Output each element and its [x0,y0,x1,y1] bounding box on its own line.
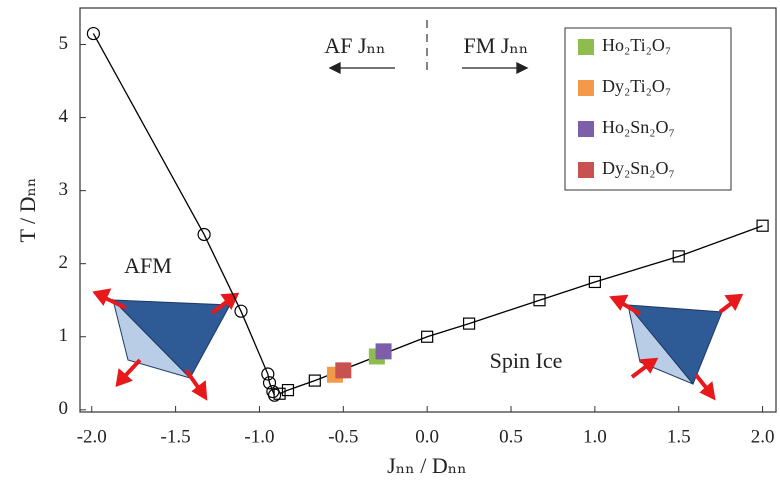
y-tick-label: 4 [59,106,69,127]
x-tick-label: 1.0 [583,426,607,447]
x-tick-label: 0.5 [499,426,523,447]
y-tick-label: 3 [59,179,69,200]
legend-swatch [578,39,594,55]
spin-ice-tetrahedron [609,293,744,401]
x-tick-label: -2.0 [77,426,107,447]
boundary-line [92,33,276,396]
square-marker [672,250,685,263]
plot-frame [79,7,777,413]
x-tick-label: 1.5 [667,426,691,447]
square-marker [756,219,769,232]
annotation: FM Jₙₙ [464,33,529,58]
arrows [328,61,529,75]
circle-marker [234,304,248,318]
annotation: AFM [124,253,172,278]
x-tick-label: 2.0 [751,426,775,447]
x-axis-label: Jₙₙ / Dₙₙ [387,453,467,478]
x-tick-label: -1.5 [161,426,191,447]
y-tick-label: 1 [59,325,69,346]
square-marker [588,275,601,289]
y-axis-label: T / Dₙₙ [15,177,40,242]
square-marker [273,387,286,400]
circle-marker [261,367,275,381]
y-tick-label: 0 [59,398,69,419]
legend-swatch [578,80,594,96]
circle-marker [262,376,277,390]
x-tick-label: 0.0 [415,426,439,447]
legend-label: Ho₂Sn₂O₇ [602,117,675,137]
square-marker [533,294,546,307]
circle-marker [86,26,101,41]
x-tick-label: -1.0 [244,426,274,447]
y-tick-label: 5 [59,33,69,54]
circle-marker [197,227,211,242]
square-marker [421,330,434,343]
annotation: Spin Ice [490,348,563,373]
legend-label: Ho₂Ti₂O₇ [602,35,671,55]
afm-tetrahedron [92,288,240,401]
compound-marker [375,343,392,360]
compound-marker [335,362,352,379]
y-tick-label: 2 [59,252,69,273]
x-tick-label: -0.5 [328,426,358,447]
legend-label: Dy₂Ti₂O₇ [602,76,671,96]
legend-swatch [578,121,594,137]
boundary-line [279,225,763,395]
square-marker [462,317,476,330]
square-marker [281,383,295,397]
legend-label: Dy₂Sn₂O₇ [602,158,675,178]
legend-swatch [578,162,594,178]
square-marker [308,374,321,387]
annotation: AF Jₙₙ [324,33,385,58]
